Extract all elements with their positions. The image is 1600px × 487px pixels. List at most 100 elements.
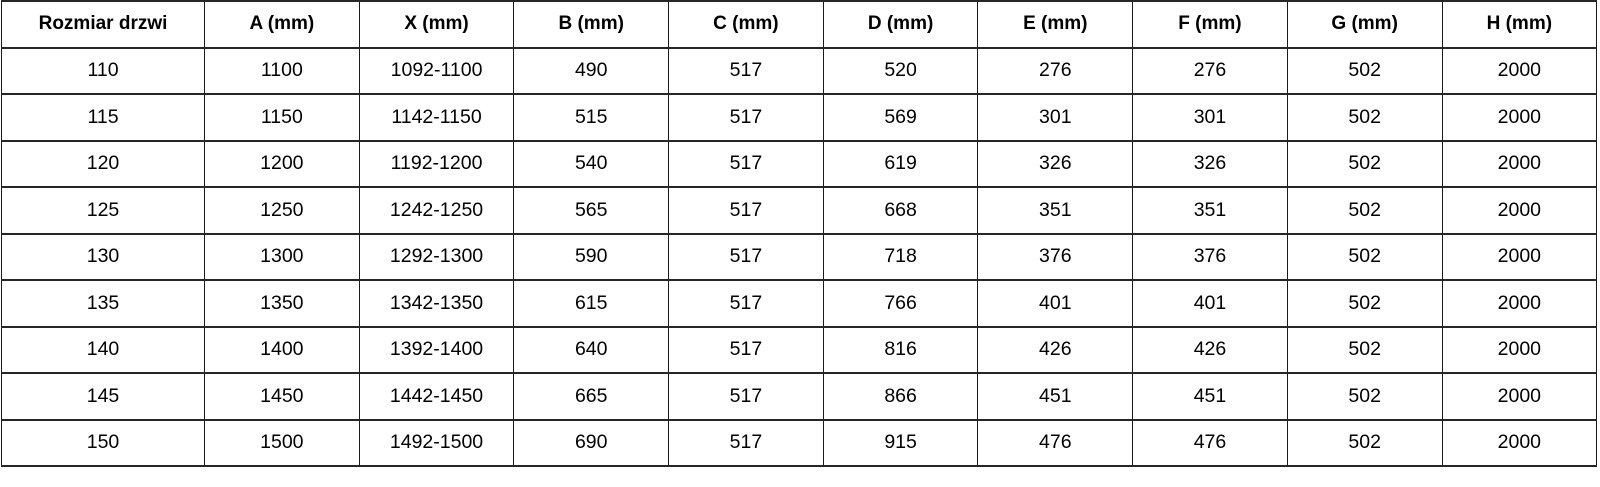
table-cell: 376 xyxy=(1132,232,1288,281)
column-header: D (mm) xyxy=(822,0,979,49)
column-header: X (mm) xyxy=(358,0,515,49)
table-cell: 451 xyxy=(1132,372,1288,421)
table-cell: 1092-1100 xyxy=(358,46,515,95)
table-cell: 502 xyxy=(1286,46,1443,95)
table-cell: 1442-1450 xyxy=(358,372,515,421)
column-header: B (mm) xyxy=(513,0,670,49)
table-cell: 502 xyxy=(1286,418,1443,467)
table-cell: 1250 xyxy=(204,186,360,235)
table-cell: 502 xyxy=(1286,186,1443,235)
table-cell: 1500 xyxy=(204,418,360,467)
column-header: H (mm) xyxy=(1441,0,1598,49)
table-cell: 517 xyxy=(668,46,824,95)
table-cell: 1492-1500 xyxy=(358,418,515,467)
table-row: 125 1250 1242-1250 565 517 668 351 351 502 2000 xyxy=(1,186,1598,235)
table-cell: 130 xyxy=(1,232,205,281)
table-cell: 2000 xyxy=(1441,372,1598,421)
column-header: F (mm) xyxy=(1132,0,1288,49)
table-cell: 502 xyxy=(1286,279,1443,328)
table-cell: 140 xyxy=(1,325,205,374)
table-cell: 565 xyxy=(513,186,670,235)
table-cell: 517 xyxy=(668,139,824,188)
table-cell: 426 xyxy=(1132,325,1288,374)
table-cell: 1450 xyxy=(204,372,360,421)
table-cell: 376 xyxy=(977,232,1134,281)
table-cell: 2000 xyxy=(1441,46,1598,95)
table-cell: 2000 xyxy=(1441,186,1598,235)
table-cell: 816 xyxy=(822,325,979,374)
table-cell: 110 xyxy=(1,46,205,95)
table-cell: 915 xyxy=(822,418,979,467)
column-header: Rozmiar drzwi xyxy=(1,0,205,49)
table-cell: 490 xyxy=(513,46,670,95)
table-cell: 718 xyxy=(822,232,979,281)
table-cell: 502 xyxy=(1286,139,1443,188)
table-cell: 590 xyxy=(513,232,670,281)
table-cell: 301 xyxy=(1132,93,1288,142)
table-row: 140 1400 1392-1400 640 517 816 426 426 502 2000 xyxy=(1,325,1598,374)
table-cell: 540 xyxy=(513,139,670,188)
table-cell: 517 xyxy=(668,325,824,374)
table-cell: 502 xyxy=(1286,93,1443,142)
table-cell: 2000 xyxy=(1441,325,1598,374)
table-cell: 1150 xyxy=(204,93,360,142)
header-row: Rozmiar drzwi A (mm) X (mm) B (mm) C (mm) D (… xyxy=(1,0,1598,49)
table-cell: 426 xyxy=(977,325,1134,374)
table-cell: 476 xyxy=(1132,418,1288,467)
table-cell: 2000 xyxy=(1441,139,1598,188)
table-cell: 517 xyxy=(668,372,824,421)
table-cell: 517 xyxy=(668,186,824,235)
table-cell: 451 xyxy=(977,372,1134,421)
table-cell: 326 xyxy=(977,139,1134,188)
table-row: 150 1500 1492-1500 690 517 915 476 476 502 2000 xyxy=(1,418,1598,467)
column-header: C (mm) xyxy=(668,0,824,49)
column-header: A (mm) xyxy=(204,0,360,49)
table-cell: 665 xyxy=(513,372,670,421)
table-cell: 668 xyxy=(822,186,979,235)
table-cell: 2000 xyxy=(1441,93,1598,142)
table-cell: 2000 xyxy=(1441,232,1598,281)
table-cell: 1192-1200 xyxy=(358,139,515,188)
table-cell: 1392-1400 xyxy=(358,325,515,374)
table-cell: 515 xyxy=(513,93,670,142)
table-header: Rozmiar drzwi A (mm) X (mm) B (mm) C (mm) D (… xyxy=(1,0,1598,49)
table-cell: 1350 xyxy=(204,279,360,328)
table-cell: 115 xyxy=(1,93,205,142)
table-cell: 401 xyxy=(977,279,1134,328)
door-dimensions-table: Rozmiar drzwi A (mm) X (mm) B (mm) C (mm) D (… xyxy=(1,0,1598,467)
table-cell: 520 xyxy=(822,46,979,95)
table-cell: 640 xyxy=(513,325,670,374)
table-cell: 766 xyxy=(822,279,979,328)
table-cell: 866 xyxy=(822,372,979,421)
table-cell: 145 xyxy=(1,372,205,421)
table-cell: 120 xyxy=(1,139,205,188)
table-cell: 690 xyxy=(513,418,670,467)
table-cell: 569 xyxy=(822,93,979,142)
table-cell: 276 xyxy=(1132,46,1288,95)
table-row: 135 1350 1342-1350 615 517 766 401 401 502 2000 xyxy=(1,279,1598,328)
table-cell: 1242-1250 xyxy=(358,186,515,235)
table-cell: 502 xyxy=(1286,372,1443,421)
table-cell: 476 xyxy=(977,418,1134,467)
column-header: G (mm) xyxy=(1286,0,1443,49)
table-cell: 517 xyxy=(668,279,824,328)
table-cell: 1200 xyxy=(204,139,360,188)
table-cell: 615 xyxy=(513,279,670,328)
table-cell: 135 xyxy=(1,279,205,328)
table-cell: 401 xyxy=(1132,279,1288,328)
table-cell: 1142-1150 xyxy=(358,93,515,142)
table-row: 120 1200 1192-1200 540 517 619 326 326 502 2000 xyxy=(1,139,1598,188)
table-cell: 301 xyxy=(977,93,1134,142)
table-cell: 502 xyxy=(1286,232,1443,281)
table-cell: 1292-1300 xyxy=(358,232,515,281)
table-cell: 276 xyxy=(977,46,1134,95)
table-cell: 1300 xyxy=(204,232,360,281)
table-row: 115 1150 1142-1150 515 517 569 301 301 502 2000 xyxy=(1,93,1598,142)
table-cell: 1100 xyxy=(204,46,360,95)
table-cell: 502 xyxy=(1286,325,1443,374)
column-header: E (mm) xyxy=(977,0,1134,49)
table-cell: 125 xyxy=(1,186,205,235)
table-cell: 517 xyxy=(668,232,824,281)
table-cell: 150 xyxy=(1,418,205,467)
